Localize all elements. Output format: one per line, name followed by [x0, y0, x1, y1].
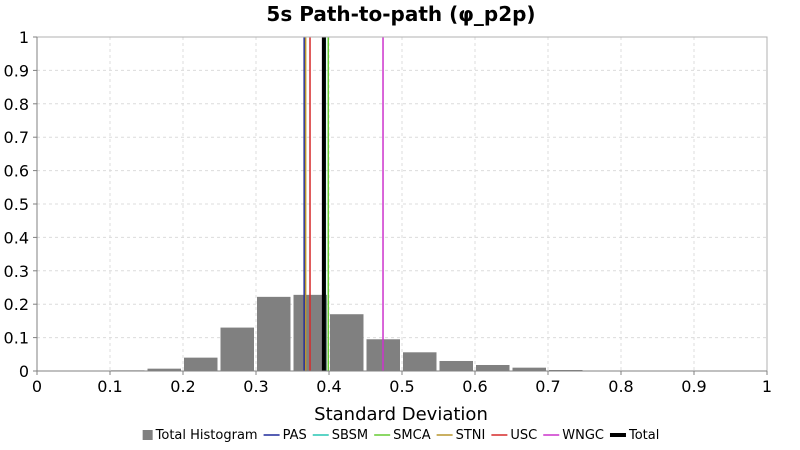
y-tick-label: 0.2 [4, 295, 29, 314]
x-axis-label: Standard Deviation [314, 404, 488, 425]
y-tick-label: 0.6 [4, 162, 29, 181]
legend-label-total: Total [628, 428, 659, 443]
legend-label-total-histogram: Total Histogram [155, 428, 258, 443]
x-tick-label: 1 [762, 377, 772, 396]
x-tick-label: 0.6 [462, 377, 487, 396]
legend-label-wngc: WNGC [562, 428, 604, 443]
x-tick-label: 0.8 [608, 377, 633, 396]
x-tick-label: 0.2 [170, 377, 195, 396]
x-tick-label: 0.9 [681, 377, 706, 396]
y-tick-label: 0.1 [4, 329, 29, 348]
histogram-bars [111, 294, 619, 371]
y-tick-label: 0.3 [4, 262, 29, 281]
legend-label-pas: PAS [283, 428, 307, 443]
histogram-bar [184, 357, 218, 371]
histogram-bar [220, 327, 254, 371]
y-tick-label: 0.5 [4, 195, 29, 214]
histogram-bar [512, 367, 546, 371]
legend-swatch-total-histogram [142, 430, 153, 440]
x-tick-label: 0.5 [389, 377, 414, 396]
legend-label-usc: USC [510, 428, 537, 443]
legend-label-smca: SMCA [393, 428, 431, 443]
chart-title: 5s Path-to-path (φ_p2p) [266, 2, 535, 26]
legend: Total Histogram PAS SBSM SMCA STNI USC WNGC Tot… [142, 428, 659, 443]
histogram-bar [403, 352, 437, 371]
x-tick-label: 0.3 [243, 377, 268, 396]
y-tick-label: 0.4 [4, 228, 29, 247]
legend-label-stni: STNI [456, 428, 486, 443]
histogram-bar [147, 368, 181, 371]
x-tick-label: 0.4 [316, 377, 341, 396]
legend-label-sbsm: SBSM [332, 428, 368, 443]
x-tick-label: 0 [32, 377, 42, 396]
y-tick-labels: 0 0.1 0.2 0.3 0.4 0.5 0.6 0.7 0.8 0.9 1 [4, 28, 29, 381]
y-tick-label: 1 [19, 28, 29, 47]
y-tick-label: 0.7 [4, 128, 29, 147]
histogram-bar [439, 360, 473, 371]
y-tick-label: 0 [19, 362, 29, 381]
axes [33, 36, 768, 375]
series-lines [303, 37, 384, 371]
histogram-bar [330, 314, 364, 371]
histogram-bar [257, 296, 291, 371]
y-tick-label: 0.8 [4, 95, 29, 114]
x-tick-labels: 0 0.1 0.2 0.3 0.4 0.5 0.6 0.7 0.8 0.9 1 [32, 377, 772, 396]
histogram-bar [476, 364, 510, 371]
x-tick-label: 0.1 [97, 377, 122, 396]
histogram-bar [549, 369, 583, 371]
x-tick-label: 0.7 [535, 377, 560, 396]
y-tick-label: 0.9 [4, 61, 29, 80]
